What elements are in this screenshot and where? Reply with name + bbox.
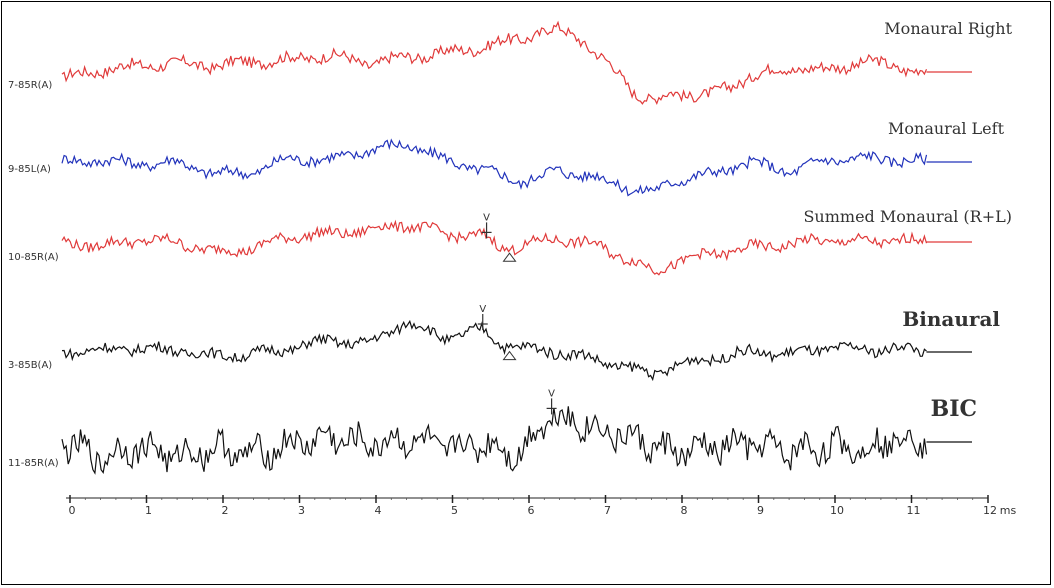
trace-line (61, 406, 928, 475)
peak-v-marker: V (546, 388, 557, 415)
x-tick-label: 6 (528, 504, 535, 517)
x-tick-label: 5 (451, 504, 458, 517)
x-tick-label: 8 (681, 504, 688, 517)
trace-line (61, 219, 928, 276)
x-tick-label: 3 (298, 504, 305, 517)
trace-monaural-left: Monaural Left 9-85L(A) (8, 119, 1005, 197)
peak-v-marker: V (481, 212, 492, 239)
trace-summed-monaural-r-l-: Summed Monaural (R+L) 10-85R(A) (8, 207, 1012, 276)
peak-label: V (483, 212, 490, 223)
peak-label: V (479, 304, 486, 315)
x-tick-label: 1 (145, 504, 152, 517)
x-tick-label: 2 (222, 504, 229, 517)
x-tick-label: 9 (757, 504, 764, 517)
peak-label: V (548, 388, 555, 399)
trace-label: 7-85R(A) (8, 80, 52, 91)
x-tick-label: 11 (907, 504, 921, 517)
peak-v-marker: V (477, 304, 488, 330)
trace-title: Binaural (902, 307, 1000, 331)
trace-label: 3-85B(A) (8, 360, 52, 371)
trace-bic: BIC 11-85R(A) (8, 396, 977, 475)
x-tick-label: 10 (830, 504, 844, 517)
trough-marker (502, 252, 517, 262)
x-tick-label: 4 (375, 504, 382, 517)
trace-label: 10-85R(A) (8, 252, 59, 263)
trace-label: 9-85L(A) (8, 164, 51, 175)
trace-binaural: Binaural 3-85B(A) (8, 307, 1000, 382)
x-unit-label: ms (1000, 504, 1017, 517)
x-tick-label: 7 (604, 504, 611, 517)
trace-title: Monaural Left (888, 119, 1005, 138)
trace-label: 11-85R(A) (8, 458, 59, 469)
trace-title: Summed Monaural (R+L) (803, 207, 1012, 226)
x-tick-label: 0 (69, 504, 76, 517)
trace-title: Monaural Right (884, 19, 1012, 38)
x-tick-label: 12 (983, 504, 997, 517)
trough-marker (502, 350, 517, 361)
traces-layer: Monaural Right 7-85R(A) Monaural Left 9-85L… (8, 19, 1013, 475)
x-axis: 0 1 2 3 4 5 6 7 8 9 10 11 12 ms (66, 495, 1016, 517)
trace-title: BIC (931, 396, 977, 422)
trace-line (61, 138, 928, 197)
trace-line (61, 319, 927, 382)
trace-line (61, 20, 928, 106)
trace-monaural-right: Monaural Right 7-85R(A) (8, 19, 1013, 106)
